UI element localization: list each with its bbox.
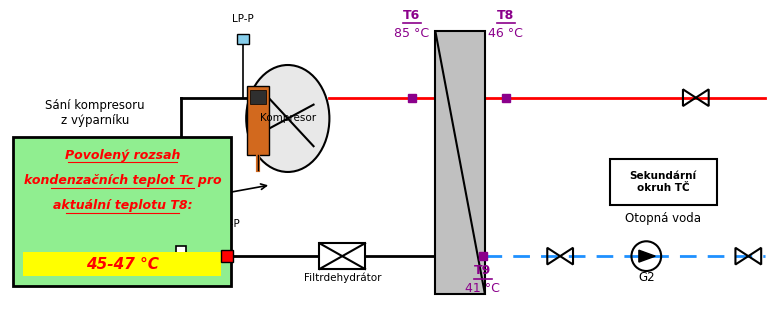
Text: Sekundární
okruh TČ: Sekundární okruh TČ (629, 171, 697, 193)
Bar (320, 243, 365, 269)
Text: 45-47 °C: 45-47 °C (86, 257, 159, 271)
Text: Sání kompresoru
z výparníku: Sání kompresoru z výparníku (45, 98, 144, 127)
Bar (479, 252, 487, 260)
Bar (408, 94, 416, 102)
Text: aktuální teplotu T8:: aktuální teplotu T8: (52, 199, 192, 212)
Bar (23, 252, 222, 276)
Text: Kompresor: Kompresor (260, 114, 316, 124)
Bar (13, 137, 232, 286)
Bar (176, 246, 186, 266)
Text: SV: SV (159, 251, 173, 261)
Text: LP-P: LP-P (232, 14, 254, 25)
Bar (247, 86, 269, 155)
Text: T6: T6 (403, 9, 420, 22)
Text: Povolený rozsah: Povolený rozsah (65, 149, 180, 162)
Bar (435, 31, 485, 294)
Bar (610, 159, 717, 205)
Text: HP-P: HP-P (215, 219, 239, 229)
Ellipse shape (246, 65, 329, 172)
Text: Filtrdehydrátor: Filtrdehydrátor (303, 273, 381, 284)
Bar (237, 34, 249, 44)
Text: G2: G2 (638, 271, 654, 285)
Bar (222, 250, 233, 262)
Text: 46 °C: 46 °C (488, 27, 523, 40)
Text: 85 °C: 85 °C (394, 27, 429, 40)
Text: T8: T8 (497, 9, 514, 22)
Polygon shape (639, 250, 655, 262)
Text: kondenzačních teplot Tc pro: kondenzačních teplot Tc pro (23, 174, 222, 187)
Bar (250, 90, 266, 103)
Bar (502, 94, 509, 102)
Text: T9: T9 (474, 264, 491, 278)
Text: Otopná voda: Otopná voda (625, 212, 701, 225)
Text: 41 °C: 41 °C (466, 282, 500, 295)
